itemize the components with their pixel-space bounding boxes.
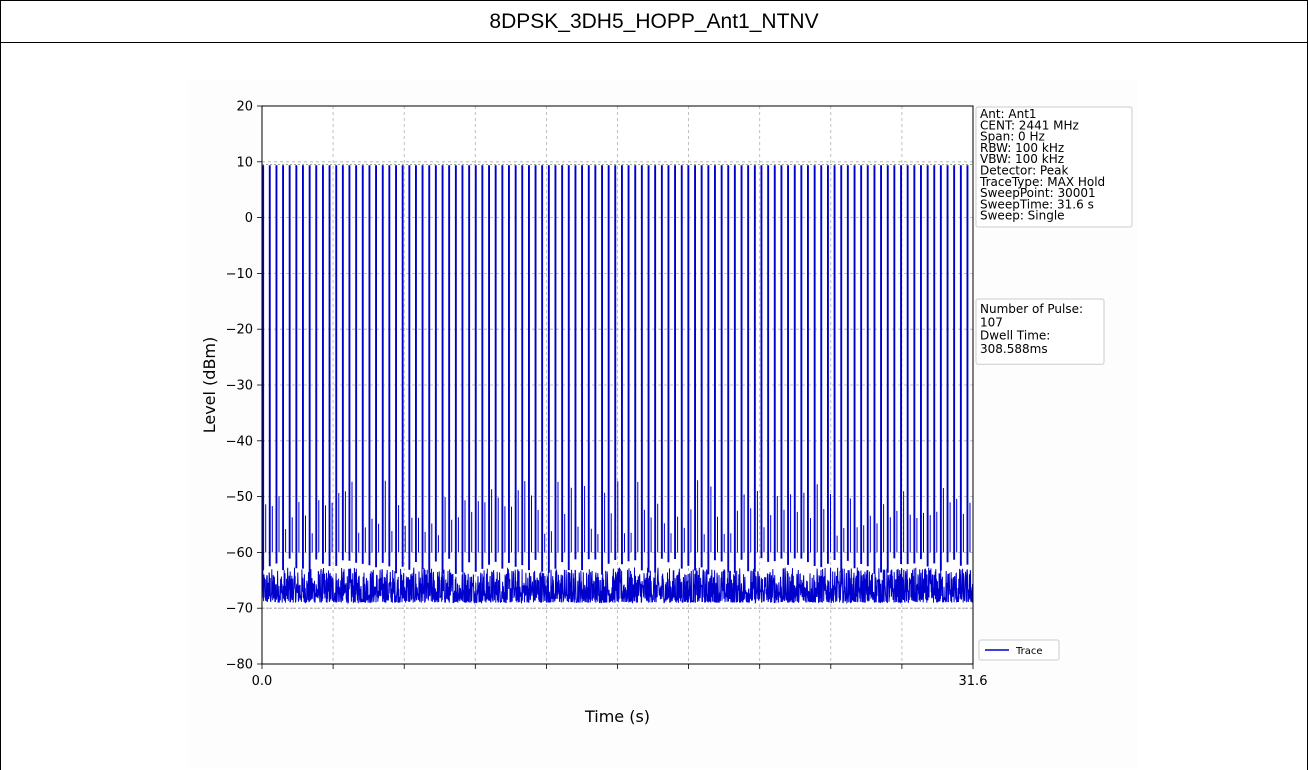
y-tick-label: −70 xyxy=(226,602,253,617)
trace-line xyxy=(261,165,974,605)
y-tick-label: 10 xyxy=(236,155,253,170)
info-box-line: Sweep: Single xyxy=(980,209,1065,223)
y-tick-label: 0 xyxy=(245,211,253,226)
y-tick-label: −10 xyxy=(226,267,253,282)
y-tick-label: −30 xyxy=(226,379,253,394)
y-tick-label: −50 xyxy=(226,490,253,505)
info-box-line: SweepPoint: 30001 xyxy=(980,186,1096,200)
result-box-line: Number of Pulse: xyxy=(980,302,1083,316)
x-tick-label: 31.6 xyxy=(959,674,988,689)
legend-label-trace: Trace xyxy=(1015,646,1043,657)
result-box-line: Dwell Time: xyxy=(980,329,1050,343)
y-tick-label: −60 xyxy=(226,546,253,561)
info-box-line: TraceType: MAX Hold xyxy=(979,175,1105,189)
info-box-line: Detector: Peak xyxy=(980,164,1068,178)
info-box-line: RBW: 100 kHz xyxy=(980,141,1064,155)
x-tick-label: 0.0 xyxy=(252,674,273,689)
info-box-line: SweepTime: 31.6 s xyxy=(980,197,1094,211)
chart-title: 8DPSK_3DH5_HOPP_Ant1_NTNV xyxy=(489,9,819,33)
chart-svg: 20 10 0 −10 −20 −30 −40 −50 −60 −70 −800.0 31.6 Time… xyxy=(200,100,1133,726)
result-box-line: 308.588ms xyxy=(980,342,1048,356)
info-box-line: Span: 0 Hz xyxy=(980,130,1045,144)
figure-area: 20 10 0 −10 −20 −30 −40 −50 −60 −70 −80 0.0 31.6 Time… xyxy=(188,80,1138,769)
x-axis-label: Time (s) xyxy=(584,707,650,726)
result-box xyxy=(975,298,1105,365)
info-box-line: CENT: 2441 MHz xyxy=(980,118,1079,132)
info-box-line: Ant: Ant1 xyxy=(980,107,1037,121)
y-tick-label: −80 xyxy=(226,658,253,673)
legend-box xyxy=(978,639,1060,661)
y-tick-label: −40 xyxy=(226,434,253,449)
info-box xyxy=(975,106,1133,228)
y-axis-label: Level (dBm) xyxy=(200,337,219,434)
info-box-line: VBW: 100 kHz xyxy=(980,152,1064,166)
y-tick-label: −20 xyxy=(226,323,253,338)
title-bar: 8DPSK_3DH5_HOPP_Ant1_NTNV xyxy=(1,1,1307,43)
result-box-line: 107 xyxy=(980,315,1003,329)
y-tick-label: 20 xyxy=(236,100,253,115)
